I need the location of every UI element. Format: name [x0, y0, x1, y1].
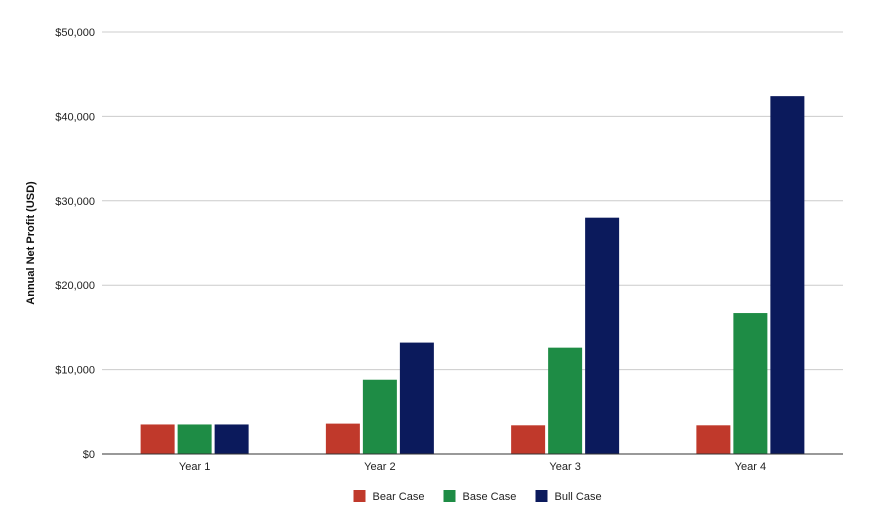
y-tick-label: $10,000	[55, 365, 95, 377]
legend: Bear Case Base Case Bull Case	[353, 490, 602, 503]
y-tick-label: $40,000	[55, 111, 95, 123]
bar-base-case	[362, 379, 397, 454]
y-tick-label: $30,000	[55, 196, 95, 208]
legend-label: Bull Case	[555, 491, 602, 503]
bar-bull-case	[399, 342, 434, 454]
bar-base-case	[733, 313, 768, 454]
y-tick-label: $20,000	[55, 280, 95, 292]
legend-swatch	[353, 490, 366, 502]
legend-swatch	[443, 490, 456, 502]
legend-label: Bear Case	[373, 491, 425, 503]
x-axis-ticks: Year 1 Year 2 Year 3 Year 4	[179, 461, 766, 473]
legend-swatch	[535, 490, 548, 502]
legend-label: Base Case	[463, 491, 517, 503]
y-tick-label: $0	[83, 449, 95, 461]
y-axis-ticks: $0 $10,000 $20,000 $30,000 $40,000 $50,000	[55, 27, 95, 461]
x-tick-label: Year 3	[549, 461, 580, 473]
bars	[140, 96, 805, 455]
bar-bear-case	[696, 425, 731, 454]
bar-bull-case	[770, 96, 805, 455]
y-tick-label: $50,000	[55, 27, 95, 39]
bar-bull-case	[214, 424, 249, 454]
gridlines	[102, 31, 843, 371]
bar-base-case	[548, 347, 583, 454]
bar-bear-case	[325, 423, 360, 454]
bar-bull-case	[585, 217, 620, 454]
x-tick-label: Year 4	[735, 461, 766, 473]
bar-bear-case	[140, 424, 175, 454]
bar-bear-case	[511, 425, 546, 454]
x-tick-label: Year 1	[179, 461, 210, 473]
bar-base-case	[177, 424, 212, 454]
y-axis-label: Annual Net Profit (USD)	[25, 181, 37, 305]
x-tick-label: Year 2	[364, 461, 395, 473]
